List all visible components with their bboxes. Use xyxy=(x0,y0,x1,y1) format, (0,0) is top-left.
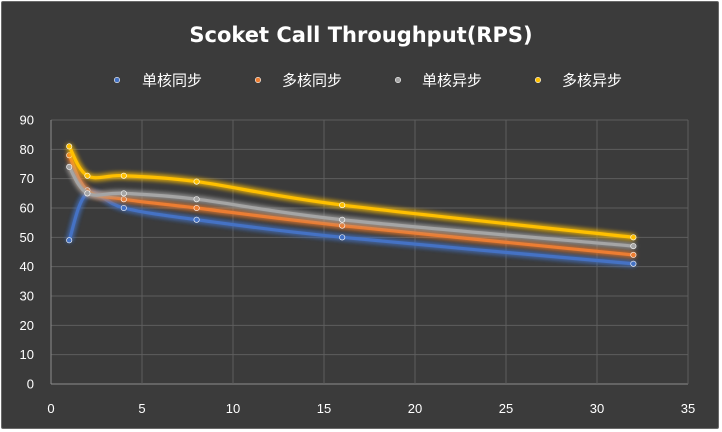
x-tick-label: 20 xyxy=(408,401,422,416)
y-tick-label: 90 xyxy=(20,113,34,128)
legend-item-2: 单核异步 xyxy=(376,72,482,90)
x-tick-label: 35 xyxy=(681,401,695,416)
y-axis-ticks: 0 10 20 30 40 50 60 70 80 90 xyxy=(20,113,34,392)
legend-marker xyxy=(394,77,401,84)
data-point xyxy=(630,234,637,241)
legend-marker xyxy=(534,77,541,84)
x-tick-label: 25 xyxy=(499,401,513,416)
y-tick-label: 30 xyxy=(20,289,34,304)
data-point xyxy=(120,190,127,197)
y-tick-label: 40 xyxy=(20,259,34,274)
data-point xyxy=(339,202,346,209)
x-tick-label: 15 xyxy=(317,401,331,416)
data-point xyxy=(339,216,346,223)
x-tick-label: 5 xyxy=(138,401,145,416)
legend-item-3: 多核异步 xyxy=(516,72,622,90)
legend-label: 多核同步 xyxy=(282,72,342,90)
legend-marker xyxy=(255,77,262,84)
series-2 xyxy=(66,163,637,250)
x-tick-label: 10 xyxy=(226,401,240,416)
y-tick-label: 20 xyxy=(20,318,34,333)
series-line-3 xyxy=(67,144,635,239)
legend-marker xyxy=(114,77,121,84)
data-point xyxy=(630,251,637,258)
y-tick-label: 70 xyxy=(20,171,34,186)
y-tick-label: 80 xyxy=(20,142,34,157)
data-point xyxy=(84,190,91,197)
series-3 xyxy=(66,143,637,241)
chart-title: Scoket Call Throughput(RPS) xyxy=(189,23,532,47)
data-point xyxy=(630,243,637,250)
x-axis-ticks: 0 5 10 15 20 25 30 35 xyxy=(47,401,695,416)
data-point xyxy=(339,234,346,241)
data-point xyxy=(84,172,91,179)
y-tick-label: 0 xyxy=(27,377,34,392)
data-point xyxy=(66,163,73,170)
data-point xyxy=(193,178,200,185)
data-point xyxy=(193,196,200,203)
data-point xyxy=(66,237,73,244)
data-point xyxy=(120,205,127,212)
legend-item-1: 多核同步 xyxy=(236,72,342,90)
x-tick-label: 30 xyxy=(590,401,604,416)
y-tick-label: 10 xyxy=(20,347,34,362)
data-point xyxy=(120,196,127,203)
data-point xyxy=(120,172,127,179)
y-tick-label: 50 xyxy=(20,230,34,245)
data-point xyxy=(630,260,637,267)
x-tick-label: 0 xyxy=(47,401,54,416)
legend-item-0: 单核同步 xyxy=(95,72,202,90)
data-point xyxy=(193,205,200,212)
series-group xyxy=(66,143,637,267)
legend-label: 单核异步 xyxy=(422,72,482,90)
legend-label: 多核异步 xyxy=(562,72,622,90)
legend: 单核同步 多核同步 单核异步 多核异步 xyxy=(95,72,622,90)
data-point xyxy=(339,222,346,229)
legend-label: 单核同步 xyxy=(142,72,202,90)
y-tick-label: 60 xyxy=(20,201,34,216)
data-point xyxy=(66,143,73,150)
data-point xyxy=(193,216,200,223)
